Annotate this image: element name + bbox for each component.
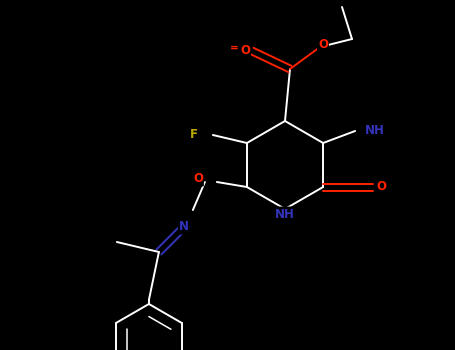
Text: O: O [193, 173, 203, 186]
Text: O: O [376, 181, 386, 194]
Text: F: F [190, 128, 198, 141]
Text: NH: NH [365, 125, 385, 138]
Text: O: O [240, 44, 250, 57]
Text: O: O [318, 37, 328, 50]
Text: N: N [179, 220, 189, 233]
Text: NH: NH [275, 208, 295, 220]
Text: =: = [230, 43, 238, 53]
